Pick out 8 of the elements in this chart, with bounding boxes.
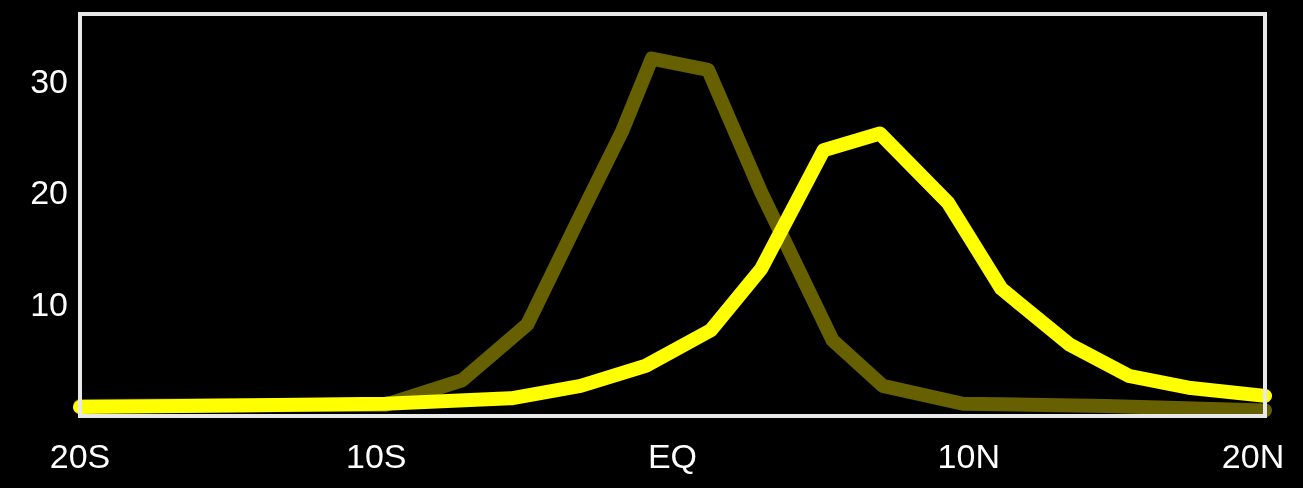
x-tick-label: 20N xyxy=(1221,437,1285,475)
x-tick-label: 20S xyxy=(49,437,111,475)
x-tick-label: EQ xyxy=(647,437,698,475)
y-tick-label: 10 xyxy=(30,285,68,324)
x-tick-label: 10S xyxy=(346,437,407,475)
x-tick-label: 10N xyxy=(937,437,1000,475)
y-tick-label: 20 xyxy=(30,173,68,212)
y-tick-label: 30 xyxy=(30,61,68,100)
